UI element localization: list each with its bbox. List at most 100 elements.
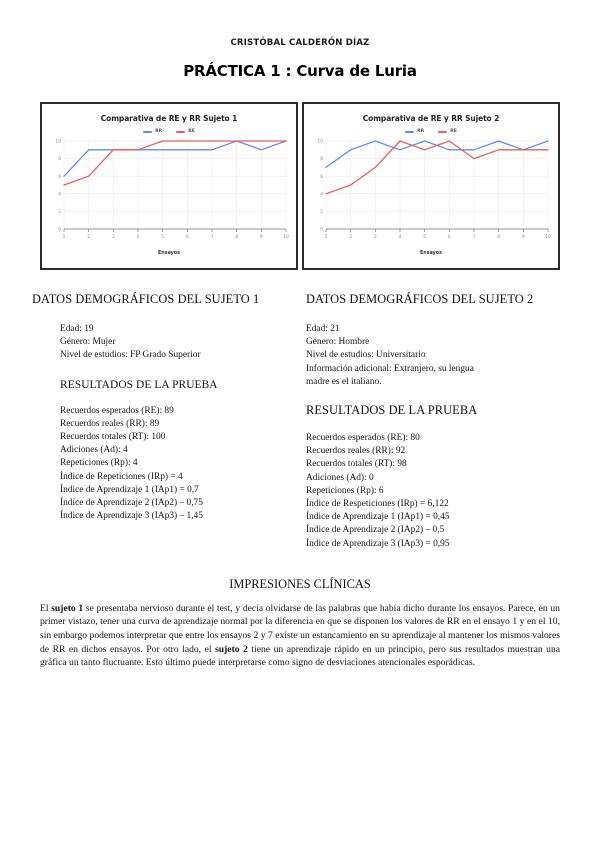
column-subject-2: DATOS DEMOGRÁFICOS DEL SUJETO 2 Edad: 21… <box>300 292 568 551</box>
body-text: El <box>40 602 52 614</box>
legend-swatch-re <box>438 130 448 133</box>
subject-2-results-list: Recuerdos esperados (RE): 80 Recuerdos re… <box>306 432 568 551</box>
page-title: PRÁCTICA 1 : Curva de Luria <box>183 62 417 80</box>
list-item: Nivel de estudios: FP Grado Superior <box>60 350 201 361</box>
body-text: se presentaba nervioso durante el test, … <box>40 602 560 655</box>
subject-2-demographics-list: Edad: 21 Género: Hombre Nivel de estudios:… <box>306 323 568 389</box>
chart-1-plot: 0 2 4 6 8 10 1 2 3 4 5 6 7 8 9 10 <box>48 137 290 250</box>
y-tick-label: 10 <box>55 139 61 145</box>
subject-1-demographics-list: Edad: 19 Género: Mujer Nivel de estudios: … <box>60 323 294 363</box>
y-tick-label: 8 <box>58 156 61 162</box>
y-tick-label: 0 <box>58 227 61 233</box>
x-tick-label: 2 <box>349 234 352 240</box>
subject-1-results-list: Recuerdos esperados (RE): 89 Recuerdos re… <box>60 405 294 524</box>
list-item: Recuerdos totales (RT): 98 <box>306 459 407 470</box>
list-item: Índice de Aprendizaje 2 (IAp2) – 0,5 <box>306 525 445 536</box>
x-tick-label: 8 <box>235 234 238 240</box>
legend-swatch-re <box>176 130 186 133</box>
list-item: Índice de Aprendizaje 3 (IAp3) – 1,45 <box>60 511 203 522</box>
legend-swatch-rr <box>143 130 153 133</box>
legend-item-rr: RR <box>405 129 424 134</box>
x-tick-label: 1 <box>63 234 66 240</box>
list-item: Recuerdos reales (RR): 92 <box>306 446 406 457</box>
x-tick-label: 7 <box>211 234 214 240</box>
list-item: Índice de Repeticiones (IRp) = 4 <box>60 471 183 482</box>
list-item: Índice de Aprendizaje 1 (IAp1) = 0,45 <box>306 512 450 523</box>
x-tick-label: 4 <box>399 234 402 240</box>
y-tick-label: 2 <box>320 209 323 215</box>
chart-2-legend: RR RE <box>310 129 552 134</box>
legend-label-rr: RR <box>417 129 425 134</box>
x-tick-label: 2 <box>87 234 90 240</box>
list-item: Índice de Aprendizaje 2 (IAp2) – 0,75 <box>60 498 203 509</box>
list-item: Índice de Respeticiones (IRp) = 6,122 <box>306 499 449 510</box>
x-tick-label: 9 <box>260 234 263 240</box>
x-tick-label: 10 <box>283 234 289 240</box>
x-tick-label: 9 <box>522 234 525 240</box>
demographics-columns: DATOS DEMOGRÁFICOS DEL SUJETO 1 Edad: 19… <box>32 292 568 551</box>
series-line-re <box>63 140 287 186</box>
list-item: Índice de Aprendizaje 1 (IAp1) = 0,7 <box>60 484 199 495</box>
legend-swatch-rr <box>405 130 415 133</box>
subject-2-results-heading: RESULTADOS DE LA PRUEBA <box>306 403 478 418</box>
impresiones-clinicas-heading: IMPRESIONES CLÍNICAS <box>229 576 371 591</box>
list-item: Adiciones (Ad): 0 <box>306 472 374 483</box>
impresiones-clinicas-paragraph: El sujeto 1 se presentaba nervioso duran… <box>40 602 560 670</box>
list-item: Índice de Aprendizaje 3 (IAp3) = 0,95 <box>306 538 450 549</box>
x-tick-label: 5 <box>423 234 426 240</box>
legend-item-re: RE <box>176 129 195 134</box>
y-tick-label: 0 <box>320 227 323 233</box>
list-item: Recuerdos reales (RR): 89 <box>60 418 160 429</box>
list-item: Edad: 19 <box>60 324 94 334</box>
list-item: madre es el italiano. <box>306 376 382 387</box>
chart-2-xaxis-label: Ensayos <box>420 251 442 256</box>
legend-label-re: RE <box>450 129 457 134</box>
chart-1-title: Comparativa de RE y RR Sujeto 1 <box>100 114 238 123</box>
x-tick-label: 6 <box>186 234 189 240</box>
column-subject-1: DATOS DEMOGRÁFICOS DEL SUJETO 1 Edad: 19… <box>32 292 300 551</box>
y-tick-label: 6 <box>320 174 323 180</box>
y-tick-label: 2 <box>58 209 61 215</box>
chart-2-title: Comparativa de RE y RR Sujeto 2 <box>362 114 500 123</box>
list-item: Recuerdos esperados (RE): 80 <box>306 433 420 444</box>
y-tick-label: 6 <box>58 174 61 180</box>
legend-label-rr: RR <box>155 129 163 134</box>
emphasis-text: sujeto 2 <box>215 643 248 655</box>
y-tick-label: 10 <box>317 139 323 145</box>
y-tick-label: 4 <box>58 191 61 197</box>
list-item: Repeticiones (Rp): 4 <box>60 458 138 469</box>
series-line-re <box>325 140 549 195</box>
legend-item-rr: RR <box>143 129 162 134</box>
y-tick-label: 8 <box>320 156 323 162</box>
list-item: Género: Hombre <box>306 337 370 348</box>
y-tick-label: 4 <box>320 191 323 197</box>
list-item: Repeticiones (Rp): 6 <box>306 485 384 496</box>
x-tick-label: 5 <box>161 234 164 240</box>
list-item: Información adicional: Extranjero, su le… <box>306 363 474 374</box>
body-text: tiene un aprendizaje rápido en un princi… <box>40 643 561 669</box>
list-item: Género: Mujer <box>60 337 116 348</box>
list-item: Edad: 21 <box>306 324 340 334</box>
x-tick-label: 4 <box>137 234 140 240</box>
list-item: Adiciones (Ad): 4 <box>60 445 128 456</box>
x-tick-label: 6 <box>448 234 451 240</box>
emphasis-text: sujeto 1 <box>51 602 84 614</box>
charts-row: Comparativa de RE y RR Sujeto 1 RR RE 0 2… <box>40 102 560 270</box>
list-item: Recuerdos esperados (RE): 89 <box>60 405 174 416</box>
subject-2-demographics-heading: DATOS DEMOGRÁFICOS DEL SUJETO 2 <box>306 292 534 306</box>
list-item: Nivel de estudios: Universitario <box>306 350 426 361</box>
x-tick-label: 10 <box>545 234 551 240</box>
chart-1-xaxis-label: Ensayos <box>158 251 180 256</box>
legend-item-re: RE <box>438 129 457 134</box>
chart-2-plot: 0 2 4 6 8 10 1 2 3 4 5 6 7 8 9 10 <box>310 137 552 250</box>
legend-label-re: RE <box>188 129 195 134</box>
x-tick-label: 3 <box>374 234 377 240</box>
x-tick-label: 1 <box>325 234 328 240</box>
chart-subject-1: Comparativa de RE y RR Sujeto 1 RR RE 0 2… <box>40 102 298 270</box>
chart-1-legend: RR RE <box>48 129 290 134</box>
chart-subject-2: Comparativa de RE y RR Sujeto 2 RR RE 0 2… <box>302 102 560 270</box>
subject-1-demographics-heading: DATOS DEMOGRÁFICOS DEL SUJETO 1 <box>32 292 260 306</box>
list-item: Recuerdos totales (RT): 100 <box>60 432 166 443</box>
subject-1-results-heading: RESULTADOS DE LA PRUEBA <box>60 378 218 391</box>
